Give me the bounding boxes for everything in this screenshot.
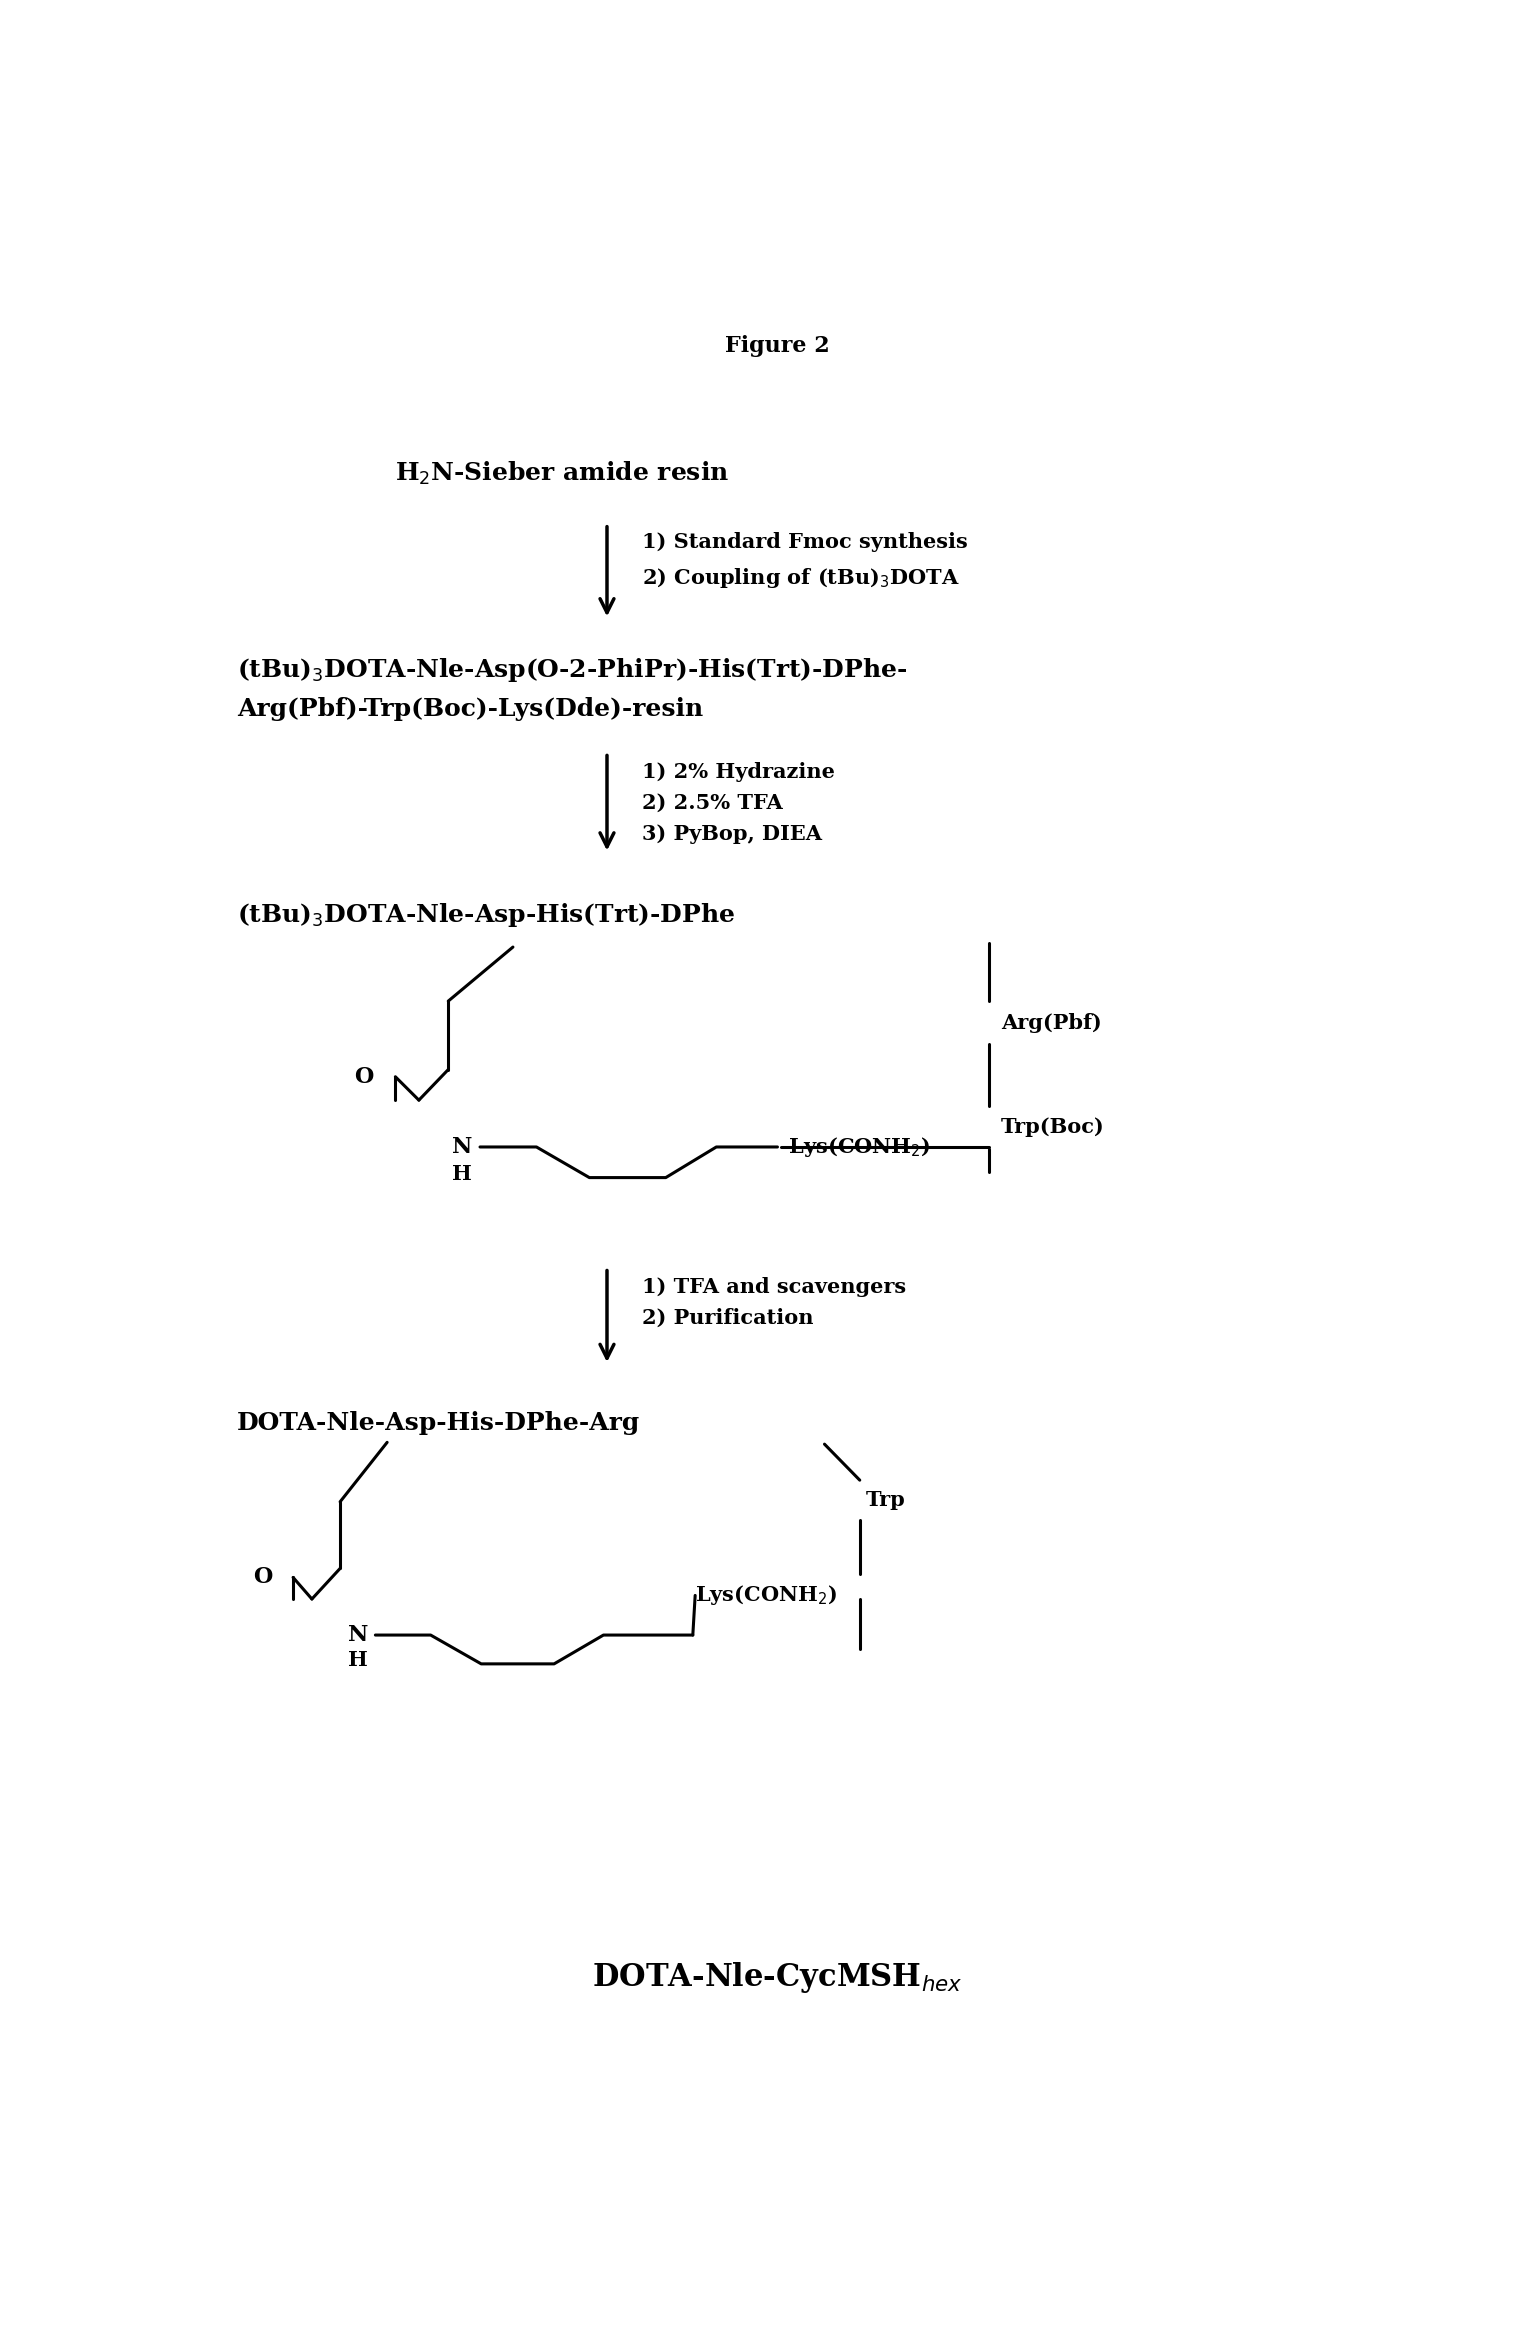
Text: 2) 2.5% TFA: 2) 2.5% TFA [642, 793, 783, 814]
Text: 1) Standard Fmoc synthesis: 1) Standard Fmoc synthesis [642, 531, 968, 552]
Text: O: O [353, 1067, 373, 1088]
Text: Arg(Pbf): Arg(Pbf) [1001, 1013, 1101, 1034]
Text: O: O [253, 1567, 272, 1588]
Text: Arg(Pbf)-Trp(Boc)-Lys(Dde)-resin: Arg(Pbf)-Trp(Boc)-Lys(Dde)-resin [237, 697, 702, 720]
Text: 2) Coupling of (tBu)$_3$DOTA: 2) Coupling of (tBu)$_3$DOTA [642, 566, 960, 589]
Text: 1) TFA and scavengers: 1) TFA and scavengers [642, 1277, 906, 1298]
Text: N: N [452, 1137, 473, 1158]
Text: N: N [347, 1623, 369, 1647]
Text: 1) 2% Hydrazine: 1) 2% Hydrazine [642, 763, 836, 781]
Text: 2) Purification: 2) Purification [642, 1308, 813, 1329]
Text: -Lys(CONH$_2$): -Lys(CONH$_2$) [780, 1134, 930, 1160]
Text: Lys(CONH$_2$): Lys(CONH$_2$) [695, 1584, 837, 1607]
Text: H$_2$N-Sieber amide resin: H$_2$N-Sieber amide resin [396, 461, 730, 487]
Text: DOTA-Nle-CycMSH$_{hex}$: DOTA-Nle-CycMSH$_{hex}$ [592, 1960, 963, 1995]
Text: Trp(Boc): Trp(Boc) [1001, 1118, 1104, 1137]
Text: Figure 2: Figure 2 [725, 334, 830, 356]
Text: H: H [452, 1165, 472, 1184]
Text: Trp: Trp [866, 1490, 906, 1511]
Text: (tBu)$_3$DOTA-Nle-Asp(O-2-PhiPr)-His(Trt)-DPhe-: (tBu)$_3$DOTA-Nle-Asp(O-2-PhiPr)-His(Trt… [237, 655, 907, 683]
Text: DOTA-Nle-Asp-His-DPhe-Arg: DOTA-Nle-Asp-His-DPhe-Arg [237, 1410, 640, 1434]
Text: 3) PyBop, DIEA: 3) PyBop, DIEA [642, 823, 822, 844]
Text: (tBu)$_3$DOTA-Nle-Asp-His(Trt)-DPhe: (tBu)$_3$DOTA-Nle-Asp-His(Trt)-DPhe [237, 901, 736, 929]
Text: H: H [347, 1651, 367, 1670]
